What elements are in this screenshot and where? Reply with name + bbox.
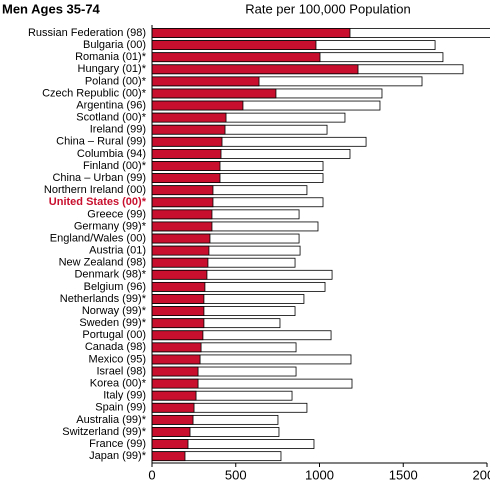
bar xyxy=(151,451,186,462)
y-tick-label: England/Wales (00) xyxy=(50,232,146,244)
y-tick-label: Netherlands (99)* xyxy=(60,293,147,305)
y-tick-label: Switzerland (99)* xyxy=(62,426,146,438)
y-tick-label: Columbia (94) xyxy=(77,148,146,160)
bar xyxy=(151,148,222,159)
x-tick-label: 500 xyxy=(225,467,247,482)
y-tick-label: Northern Ireland (00) xyxy=(44,184,146,196)
y-tick-label: Czech Republic (00)* xyxy=(42,87,147,99)
y-tick-label: Argentina (96) xyxy=(76,99,146,111)
bar xyxy=(151,136,223,147)
bar xyxy=(151,40,317,50)
x-tick-label: 1000 xyxy=(305,467,334,482)
bar xyxy=(151,209,213,220)
y-tick-label: Romania (01)* xyxy=(75,51,147,63)
bar xyxy=(151,76,260,87)
bar xyxy=(151,306,205,316)
y-tick-label: Sweden (99)* xyxy=(79,317,146,329)
y-tick-label: Finland (00)* xyxy=(83,160,147,172)
bar xyxy=(151,221,213,232)
y-tick-label: China – Rural (99) xyxy=(56,136,146,148)
bar xyxy=(151,28,351,38)
x-tick-label: 1500 xyxy=(389,467,418,482)
plot-area xyxy=(151,28,490,462)
y-tick-label: China – Urban (99) xyxy=(52,172,146,184)
y-tick-label: Mexico (95) xyxy=(89,353,146,365)
bar xyxy=(151,378,199,389)
bar xyxy=(151,354,201,365)
bar xyxy=(151,318,205,329)
bar xyxy=(151,88,277,99)
bar xyxy=(151,427,191,437)
y-tick-label: Austria (01) xyxy=(89,245,146,257)
bar xyxy=(151,269,208,280)
bar xyxy=(151,366,199,377)
y-tick-label: Portugal (00) xyxy=(82,329,146,341)
x-tick-label: 0 xyxy=(148,467,155,482)
bar xyxy=(151,52,321,63)
bar xyxy=(151,330,204,341)
bar xyxy=(151,390,197,401)
y-tick-label: United States (00)* xyxy=(49,196,147,208)
y-tick-label: Israel (98) xyxy=(96,365,146,377)
y-tick-label: Denmark (98)* xyxy=(74,269,146,281)
y-tick-label: Greece (99) xyxy=(87,208,146,220)
bar xyxy=(151,197,214,208)
bar xyxy=(151,281,206,292)
y-tick-label: New Zealand (98) xyxy=(59,257,146,269)
bar xyxy=(151,439,189,449)
y-tick-label: Spain (99) xyxy=(95,402,146,414)
y-tick-label: Canada (98) xyxy=(85,341,146,353)
y-tick-label: Poland (00)* xyxy=(85,75,147,87)
bar xyxy=(151,245,210,256)
y-tick-label: Norway (99)* xyxy=(82,305,147,317)
y-tick-label: Bulgaria (00) xyxy=(83,39,146,51)
bar xyxy=(151,294,205,304)
bar xyxy=(151,100,244,111)
chart-title: Men Ages 35-74 xyxy=(2,1,101,16)
bar xyxy=(151,124,226,135)
bar xyxy=(151,414,194,425)
y-tick-label: Australia (99)* xyxy=(76,414,146,426)
y-tick-label: Belgium (96) xyxy=(84,281,146,293)
bar xyxy=(151,342,202,353)
bar xyxy=(151,185,214,196)
y-tick-label: Hungary (01)* xyxy=(78,63,147,75)
bar xyxy=(151,257,209,268)
y-tick-label: Ireland (99) xyxy=(90,124,146,136)
bar xyxy=(151,233,211,244)
y-tick-label: Russian Federation (98) xyxy=(28,27,146,39)
y-tick-label: Germany (99)* xyxy=(74,220,147,232)
y-tick-label: France (99) xyxy=(89,438,146,450)
bar xyxy=(151,64,359,75)
x-tick-label: 2000 xyxy=(473,467,490,482)
bar xyxy=(151,173,221,183)
y-tick-label: Korea (00)* xyxy=(90,378,147,390)
bar xyxy=(151,402,195,413)
y-tick-label: Japan (99)* xyxy=(89,450,147,462)
chart-subtitle: Rate per 100,000 Population xyxy=(245,1,411,16)
bar xyxy=(151,161,221,171)
y-tick-label: Italy (99) xyxy=(103,390,146,402)
y-tick-label: Scotland (00)* xyxy=(76,112,146,124)
bar xyxy=(151,112,227,123)
